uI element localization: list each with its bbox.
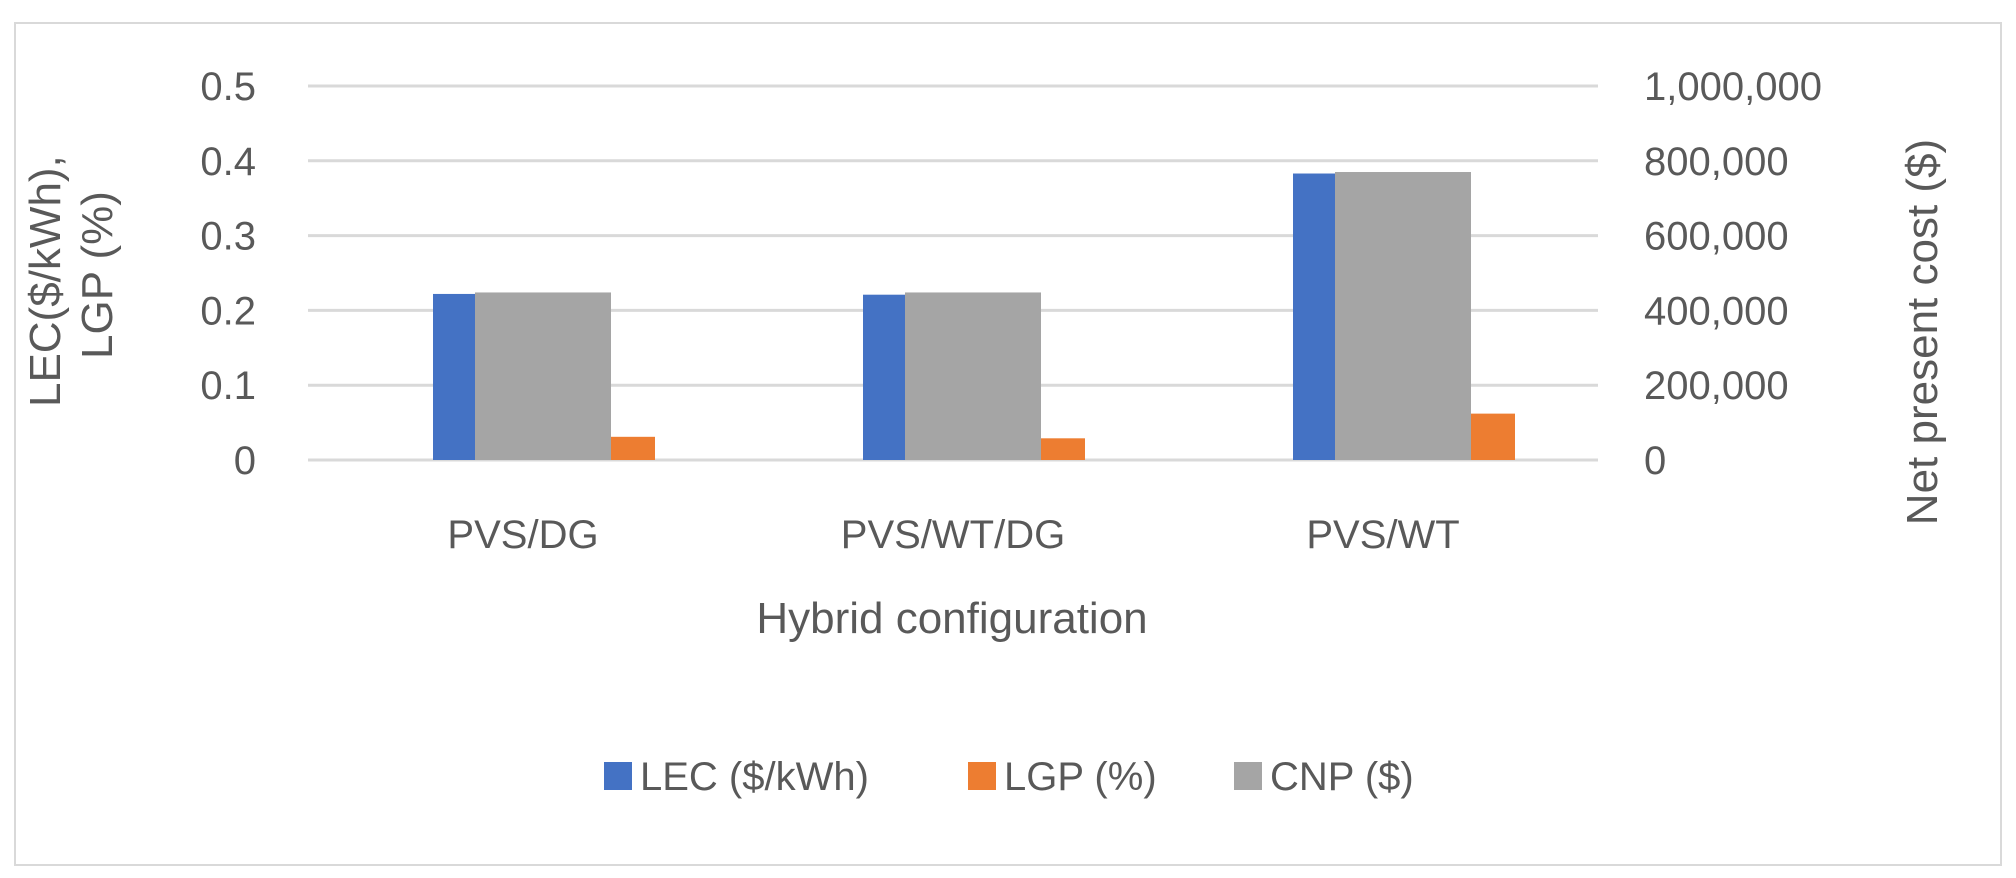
legend-swatch — [604, 762, 632, 790]
legend: LEC ($/kWh) LGP (%) CNP ($) — [604, 755, 1414, 799]
legend-label: LGP (%) — [1004, 755, 1157, 799]
legend-swatch — [968, 762, 996, 790]
legend-label: LEC ($/kWh) — [640, 755, 869, 799]
y-right-tick-label: 200,000 — [1644, 364, 1789, 408]
y-right-tick-label: 800,000 — [1644, 140, 1789, 184]
y-right-tick-label: 400,000 — [1644, 289, 1789, 333]
y-left-tick-label: 0.4 — [200, 140, 256, 184]
x-tick-label: PVS/WT — [1306, 513, 1459, 557]
right-axis-ticks: 0 200,000 400,000 600,000 800,000 1,000,000 — [1644, 65, 1822, 483]
bar-lec — [433, 293, 475, 460]
x-axis-title: Hybrid configuration — [756, 594, 1147, 643]
y-right-tick-label: 0 — [1644, 439, 1666, 483]
bar-lgp — [1471, 413, 1515, 460]
y-axis-left-title: LEC($/kWh), LGP (%) — [21, 143, 122, 407]
y-left-tick-label: 0 — [234, 439, 256, 483]
bar-cnp — [905, 292, 1041, 460]
bar-lgp — [1041, 438, 1085, 460]
bar-lec — [1293, 173, 1335, 461]
y-left-tick-label: 0.5 — [200, 65, 256, 109]
legend-swatch — [1234, 762, 1262, 790]
y-axis-right-title: Net present cost ($) — [1898, 139, 1947, 525]
bars — [433, 172, 1515, 461]
y-left-tick-label: 0.1 — [200, 364, 256, 408]
bar-cnp — [1335, 172, 1471, 460]
y-left-tick-label: 0.3 — [200, 215, 256, 259]
bar-lec — [863, 294, 905, 460]
x-axis-ticks: PVS/DG PVS/WT/DG PVS/WT — [447, 513, 1459, 557]
y-right-tick-label: 600,000 — [1644, 215, 1789, 259]
bar-cnp — [475, 292, 611, 460]
y-right-tick-label: 1,000,000 — [1644, 65, 1822, 109]
y-left-tick-label: 0.2 — [200, 289, 256, 333]
left-axis-ticks: 0 0.1 0.2 0.3 0.4 0.5 — [200, 65, 256, 483]
legend-label: CNP ($) — [1270, 755, 1414, 799]
bar-lgp — [611, 436, 655, 460]
x-tick-label: PVS/DG — [447, 513, 598, 557]
x-tick-label: PVS/WT/DG — [841, 513, 1065, 557]
